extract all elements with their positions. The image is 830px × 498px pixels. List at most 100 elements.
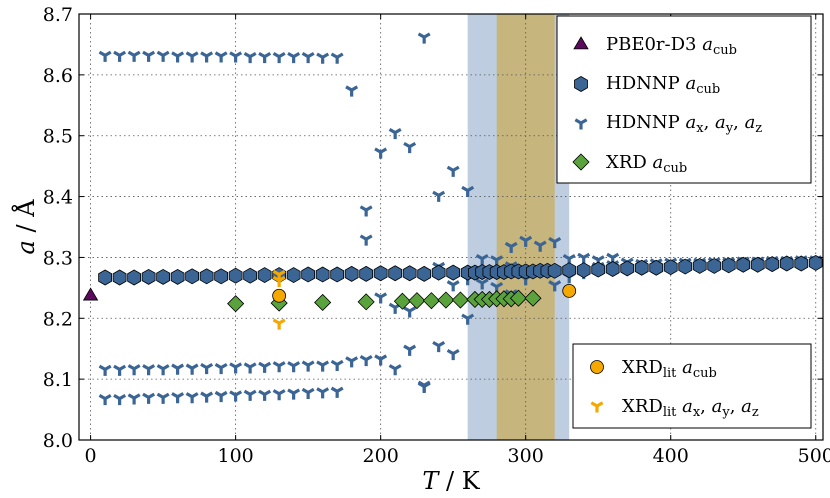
data-point (475, 278, 489, 290)
data-point (591, 261, 606, 278)
data-point (301, 266, 316, 283)
data-point (533, 240, 547, 252)
data-point (432, 190, 446, 202)
data-point (314, 293, 332, 312)
x-tick-label: 100 (217, 445, 253, 467)
x-tick-label: 500 (798, 445, 830, 467)
data-point (446, 165, 460, 177)
data-point (345, 356, 359, 368)
data-point (258, 361, 272, 373)
data-point (692, 257, 707, 274)
data-point (562, 283, 577, 298)
data-point (359, 265, 374, 282)
data-point (374, 292, 388, 304)
data-point (509, 289, 528, 307)
data-point (808, 254, 823, 271)
data-point (431, 264, 446, 281)
data-point (243, 51, 257, 64)
data-point (185, 392, 199, 404)
legend-top: PBE0r-D3 acub HDNNP acub HDNNP ax, ay, a… (556, 15, 812, 184)
data-point (156, 50, 170, 62)
series-0 (82, 287, 99, 301)
x-axis-label: T / K (422, 467, 480, 495)
y-tick-label: 8.3 (43, 247, 73, 269)
data-point (200, 362, 214, 375)
data-point (576, 262, 591, 279)
series-5 (272, 269, 286, 330)
data-point (171, 363, 185, 375)
data-point (374, 147, 388, 159)
data-point (316, 360, 330, 372)
data-point (113, 393, 127, 406)
diamond-icon (572, 153, 590, 171)
tri-down-icon (590, 401, 604, 413)
data-point (330, 386, 344, 398)
data-point (301, 387, 315, 400)
data-point (736, 256, 751, 273)
legend-entry-xrdlit-xyz: XRDlit ax, ay, az (590, 396, 759, 420)
y-tick-label: 8.5 (43, 126, 73, 148)
data-point (388, 364, 402, 376)
shaded-regions (467, 14, 570, 440)
legend-label-hdnnp-cub: HDNNP acub (606, 73, 720, 97)
data-point (170, 268, 185, 285)
legend-entry-hdnnp-xyz: HDNNP ax, ay, az (574, 112, 762, 136)
y-tick-label: 8.6 (43, 65, 73, 87)
data-point (127, 393, 141, 405)
data-point (200, 51, 214, 63)
data-point (113, 364, 127, 376)
diamond-icon (572, 153, 590, 171)
data-point (228, 267, 243, 284)
data-point (402, 265, 417, 282)
data-point (388, 128, 402, 140)
data-point (301, 360, 315, 372)
data-point (272, 389, 286, 401)
data-point (330, 52, 344, 64)
data-point (113, 50, 127, 62)
data-point (127, 269, 142, 286)
x-tick-label: 0 (85, 445, 97, 467)
data-point (330, 266, 345, 283)
data-point (403, 142, 417, 154)
data-point (663, 259, 678, 276)
data-point (229, 362, 243, 374)
data-point (287, 51, 301, 64)
data-point (287, 361, 301, 373)
data-point (315, 266, 330, 283)
data-point (258, 51, 272, 64)
data-point (272, 51, 286, 64)
data-point (359, 205, 373, 217)
legend-entry-pbe0r: PBE0r-D3 acub (573, 34, 737, 58)
data-point (446, 264, 461, 281)
data-point (548, 280, 562, 292)
data-point (721, 257, 736, 274)
data-point (142, 392, 156, 404)
data-point (446, 280, 460, 292)
grid (79, 13, 823, 441)
data-point (185, 51, 199, 63)
legend-label-hdnnp-xyz: HDNNP ax, ay, az (606, 112, 762, 136)
data-point (112, 269, 127, 286)
x-tick-label: 300 (508, 445, 544, 467)
data-point (199, 268, 214, 285)
legend-label-pbe0r: PBE0r-D3 acub (606, 34, 737, 58)
series-4 (272, 283, 577, 303)
data-point (229, 390, 243, 402)
data-point (678, 258, 693, 275)
legend-entry-xrd: XRD acub (572, 152, 687, 176)
data-marks (82, 32, 823, 406)
data-point (142, 50, 156, 62)
data-point (156, 392, 170, 404)
data-point (243, 362, 257, 374)
data-point (214, 51, 228, 63)
hexagon-icon (574, 76, 588, 92)
data-point (171, 392, 185, 404)
data-point (779, 255, 794, 272)
data-point (794, 255, 809, 272)
data-point (82, 287, 99, 301)
data-point (461, 313, 475, 325)
data-point (243, 267, 258, 284)
y-tick-label: 8.1 (43, 369, 73, 391)
x-tick-label: 200 (363, 445, 399, 467)
